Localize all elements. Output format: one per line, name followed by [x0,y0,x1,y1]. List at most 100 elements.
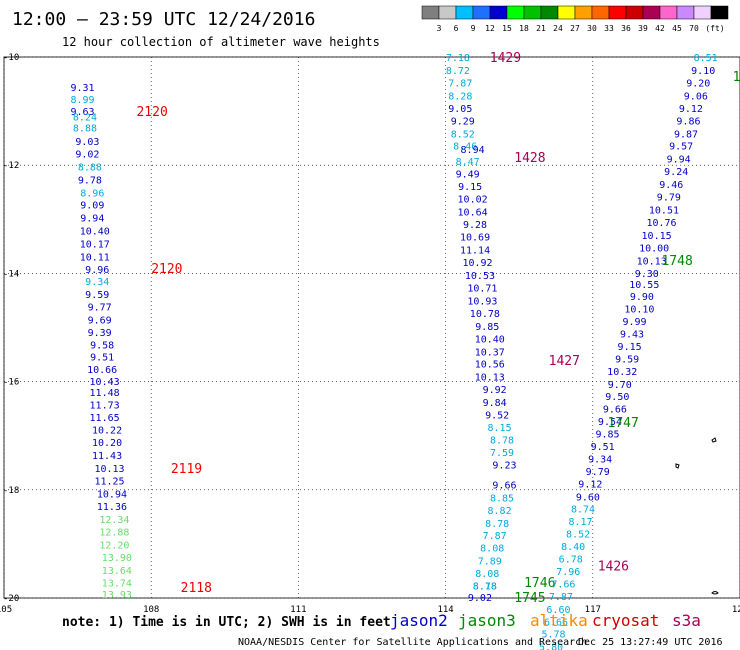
wave-height-value: 9.09 [80,201,104,212]
wave-height-value: 8.08 [475,569,499,580]
colorbar-swatch [710,5,729,20]
wave-height-value: 6.66 [544,617,568,628]
wave-height-value: 10.22 [92,426,122,437]
colorbar-label: 18 [519,24,529,33]
wave-height-value: 9.52 [485,411,509,422]
wave-height-value: 10.15 [642,231,672,242]
axis-ticks: 105 108 111 114 117 120 -10 -12 -14 -16 -18 -20 [0,53,740,615]
y-tick-label: -16 [3,378,19,388]
wave-height-value: 8.47 [456,157,480,168]
wave-height-value: 9.43 [620,329,644,340]
pass-time-label: 2119 [171,462,202,477]
pass-time-label: 1426 [598,560,629,575]
wave-height-value: 10.43 [90,377,120,388]
wave-height-value: 8.18 [473,582,497,593]
wave-height-value: 10.17 [80,240,110,251]
wave-height-value: 10.55 [629,280,659,291]
pass-time-label: 1746 [524,576,555,591]
colorbar-swatch [608,5,627,20]
wave-height-value: 9.31 [70,83,94,94]
wave-height-value: 8.28 [448,91,472,102]
island-outlines [675,437,719,595]
pass-time-label: 2118 [181,581,212,596]
wave-height-value: 9.85 [475,322,499,333]
wave-height-value: 8.24 [73,113,97,124]
wave-height-value: 10.64 [458,208,488,219]
wave-height-value: 9.28 [463,220,487,231]
wave-height-value: 8.40 [561,542,585,553]
wave-height-value: 8.17 [568,517,592,528]
wave-height-value: 9.12 [679,104,703,115]
colorbar-label: 9 [471,24,476,33]
wave-height-value: 9.10 [691,66,715,77]
wave-height-value: 9.57 [669,142,693,153]
legend-entry-jason2: jason2 [390,611,448,630]
wave-height-value: 10.40 [80,227,110,238]
wave-height-value: 10.76 [646,218,676,229]
colorbar-label: 15 [502,24,512,33]
wave-height-value: 9.60 [576,492,600,503]
colorbar-swatch [693,5,712,20]
wave-height-value: 9.03 [75,137,99,148]
colorbar-label: 30 [587,24,597,33]
footer-timestamp: Dec 25 13:27:49 UTC 2016 [578,637,723,648]
wave-height-value: 9.58 [90,340,114,351]
wave-height-value: 9.92 [483,385,507,396]
data-marks: 9.318.999.638.248.889.039.028.889.788.96… [70,51,740,650]
pass-time-label: 1749 [733,70,740,85]
wave-height-value: 10.51 [649,206,679,217]
wave-height-value: 13.90 [102,553,132,564]
wave-height-value: 10.32 [607,367,637,378]
colorbar-label: 70 [689,24,699,33]
wave-height-value: 8.52 [566,530,590,541]
footer-note: note: 1) Time is in UTC; 2) SWH is in fe… [62,615,391,630]
wave-height-value: 9.46 [659,180,683,191]
wave-height-value: 9.63 [70,107,94,118]
wave-height-value: 9.06 [684,91,708,102]
wave-height-value: 10.92 [462,258,492,269]
wave-height-value: 12.34 [99,515,129,526]
colorbar-label: 6 [454,24,459,33]
wave-height-value: 11.14 [460,246,490,257]
colorbar-label: 3 [437,24,442,33]
colorbar-swatch [591,5,610,20]
wave-height-value: 12.88 [99,527,129,538]
wave-height-value: 10.71 [467,283,497,294]
wave-height-value: 9.78 [78,175,102,186]
wave-height-value: 10.93 [467,296,497,307]
x-tick-label: 105 [0,605,12,615]
wave-height-value: 9.77 [88,302,112,313]
wave-height-value: 9.12 [578,479,602,490]
colorbar-swatch [659,5,678,20]
wave-height-value: 9.24 [664,167,688,178]
wave-height-value: 8.85 [490,493,514,504]
colorbar-swatch [506,5,525,20]
wave-height-value: 8.94 [461,145,485,156]
x-tick-label: 120 [732,605,740,615]
wave-height-value: 9.94 [80,214,104,225]
pass-time-label: 2120 [151,262,182,277]
wave-height-value: 9.59 [85,290,109,301]
wave-height-value: 10.00 [639,243,669,254]
pass-time-label: 1427 [549,354,580,369]
wave-height-value: 9.54 [598,417,622,428]
wave-height-value: 7.87 [448,78,472,89]
wave-height-value: 7.87 [483,531,507,542]
pass-time-label: 2120 [136,105,167,120]
pass-time-label: 1429 [490,51,521,66]
wave-height-value: 9.51 [591,442,615,453]
pass-time-label: 1748 [661,254,692,269]
wave-height-value: 8.96 [80,188,104,199]
wave-height-value: 11.43 [92,451,122,462]
colorbar-swatch [421,5,440,20]
wave-height-value: 9.70 [608,380,632,391]
wave-height-value: 10.20 [92,438,122,449]
colorbar-swatch [540,5,559,20]
wave-height-value: 9.59 [615,354,639,365]
wave-height-value: 9.99 [622,317,646,328]
y-tick-label: -10 [3,53,19,63]
island-outline [711,437,717,443]
wave-height-value: 9.02 [75,149,99,160]
